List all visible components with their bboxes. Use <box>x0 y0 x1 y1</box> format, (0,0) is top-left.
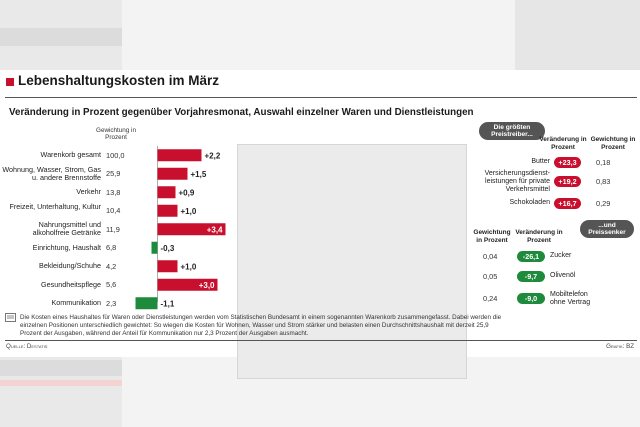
sinker-change-pill: -9,7 <box>517 270 545 282</box>
category-label: Bekleidung/Schuhe <box>39 261 101 271</box>
bar-value-label: +1,5 <box>191 170 207 179</box>
category-labels: Warenkorb gesamt Wohnung, Wasser, Strom, … <box>0 70 101 357</box>
bar <box>157 149 202 162</box>
footer-rule <box>5 340 637 341</box>
sinkers-badge: ...und Preissenker <box>580 220 634 239</box>
drivers-weight-header: Gewichtung in Prozent <box>590 136 636 151</box>
pink-strip <box>0 380 122 386</box>
drivers-badge: Die größten Preistreiber... <box>479 122 545 141</box>
sinker-weight: 0,05 <box>483 271 498 281</box>
bar-chart: +2,2 +1,5 +0,9 +1,0 +3,4 -0,3 +1,0 +3,0 -1,1 <box>135 146 226 310</box>
category-label: Gesundheitspflege <box>41 279 101 289</box>
bar-value-label: +0,9 <box>179 188 195 197</box>
sinker-change-pill: -9,0 <box>517 292 545 304</box>
footnote-text: Die Kosten eines Haushaltes für Waren od… <box>20 314 502 337</box>
credit-label: Grafik: BZ <box>606 343 634 350</box>
bar <box>157 167 188 180</box>
driver-name: Schokoladen <box>509 199 550 206</box>
weight-value: 10,4 <box>106 206 121 216</box>
driver-change-pill: +23,3 <box>554 156 581 168</box>
source-label: Quelle: Destatis <box>6 343 48 350</box>
sinkers-weight-header: Gewichtung in Prozent <box>473 229 511 244</box>
sinker-name: Zucker <box>550 252 572 259</box>
image-placeholder <box>237 144 467 379</box>
bar <box>157 186 176 199</box>
bar <box>157 204 178 217</box>
bar <box>157 278 218 291</box>
category-label: Kommunikation <box>51 298 101 308</box>
sinker-change-pill: -26,1 <box>517 250 545 262</box>
weight-value: 100,0 <box>106 150 125 160</box>
bar <box>151 241 158 254</box>
sinker-name: Olivenöl <box>550 272 576 279</box>
sinker-weight: 0,24 <box>483 293 498 303</box>
driver-name: Versicherungsdienst-leistungen für priva… <box>484 170 550 193</box>
bar <box>157 260 178 273</box>
category-label: Verkehr <box>76 187 101 197</box>
background-right <box>515 0 640 80</box>
bar-value-label: +3,4 <box>207 225 223 234</box>
category-label: Nahrungsmittel und alkoholfreie Getränke <box>32 220 101 238</box>
category-label: Wohnung, Wasser, Strom, Gas u. andere Br… <box>2 164 101 182</box>
title-rule <box>5 97 637 98</box>
weight-value: 6,8 <box>106 243 117 253</box>
infographic-panel: Lebenshaltungskosten im März Veränderung… <box>0 70 640 379</box>
driver-change-pill: +19,2 <box>554 175 581 187</box>
driver-weight: 0,18 <box>596 157 611 167</box>
weight-value: 25,9 <box>106 169 121 179</box>
weight-value: 4,2 <box>106 261 117 271</box>
category-label: Freizeit, Unterhaltung, Kultur <box>9 201 101 211</box>
bar-value-label: +1,0 <box>181 262 197 271</box>
category-label: Warenkorb gesamt <box>40 150 101 160</box>
sinkers-change-header: Veränderung in Prozent <box>515 229 563 244</box>
bar <box>135 297 158 310</box>
weight-value: 11,9 <box>106 224 120 234</box>
weight-value: 2,3 <box>106 298 117 308</box>
bar-value-label: +3,0 <box>199 281 215 290</box>
weight-value: 5,6 <box>106 280 117 290</box>
drivers-change-header: Veränderung in Prozent <box>539 136 587 151</box>
title-marker <box>6 78 14 86</box>
chart-title: Lebenshaltungskosten im März <box>18 73 220 88</box>
bar-value-label: -0,3 <box>161 244 175 253</box>
sinker-name: Mobiltelefon ohne Vertrag <box>550 291 591 306</box>
bar-value-label: +2,2 <box>205 151 221 160</box>
driver-weight: 0,83 <box>596 176 611 186</box>
weight-value: 13,8 <box>106 187 121 197</box>
info-note-icon <box>5 313 16 322</box>
bar-value-label: -1,1 <box>161 299 175 308</box>
bar <box>157 223 226 236</box>
driver-change-pill: +16,7 <box>554 197 581 209</box>
weight-column-header: Gewichtung in Prozent <box>96 127 136 142</box>
chart-subtitle: Veränderung in Prozent gegenüber Vorjahr… <box>9 107 474 118</box>
driver-name: Butter <box>531 158 550 165</box>
sinker-weight: 0,04 <box>483 251 498 261</box>
driver-weight: 0,29 <box>596 198 611 208</box>
category-label: Einrichtung, Haushalt <box>32 242 101 252</box>
bar-value-label: +1,0 <box>181 207 197 216</box>
